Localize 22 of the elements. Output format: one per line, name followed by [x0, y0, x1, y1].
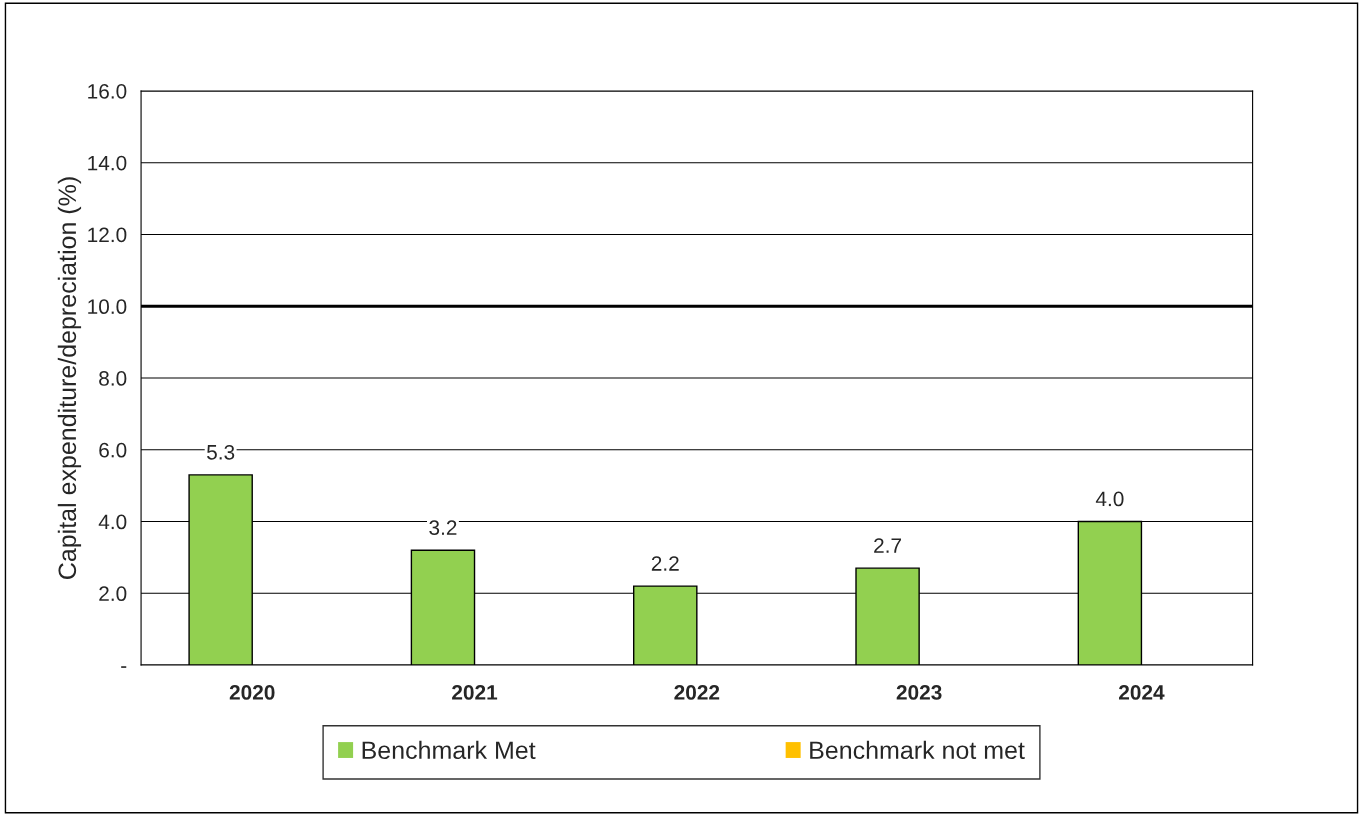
legend-label: Benchmark not met [810, 740, 1025, 760]
y-tick-label: 10.0 [88, 299, 127, 315]
y-tick-label: 8.0 [99, 371, 127, 386]
data-label: 3.2 [429, 520, 457, 535]
x-tick-label: 2021 [452, 685, 498, 700]
y-tick-label: - [121, 666, 127, 668]
y-tick-label: 12.0 [88, 227, 127, 243]
data-label: 4.0 [1095, 491, 1124, 507]
y-tick-label: 6.0 [99, 442, 127, 458]
y-tick-label: 4.0 [98, 514, 127, 530]
x-tick-label: 2024 [1119, 685, 1165, 700]
x-tick-label: 2022 [674, 685, 720, 700]
y-tick-label: 14.0 [88, 155, 127, 171]
data-label: 2.7 [874, 538, 902, 553]
y-axis-title: Capital expenditure/depreciation (%) [57, 177, 82, 579]
legend-label: Benchmark Met [362, 740, 536, 760]
data-label: 2.2 [651, 556, 679, 571]
data-label: 5.3 [207, 444, 235, 460]
x-tick-label: 2020 [229, 685, 275, 700]
x-tick-label: 2023 [896, 685, 942, 700]
y-tick-label: 2.0 [99, 586, 127, 602]
y-tick-label: 16.0 [88, 83, 127, 99]
